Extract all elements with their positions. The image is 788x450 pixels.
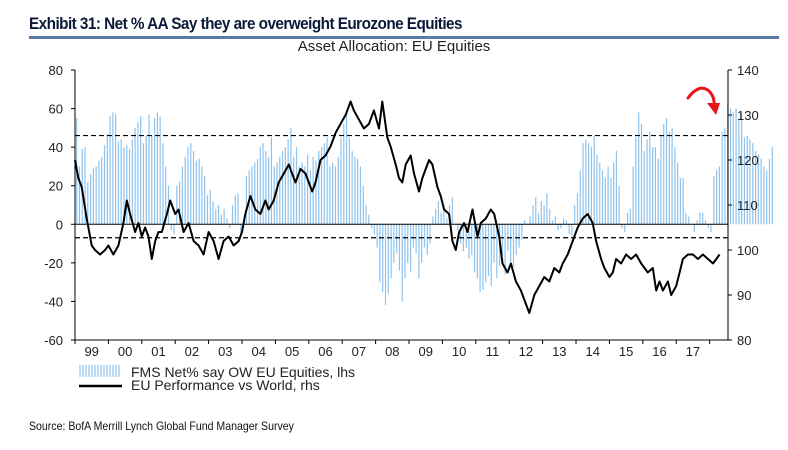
y-tick-label-left: 0	[56, 217, 63, 232]
y-tick-label-left: -40	[44, 294, 63, 309]
bar-series	[76, 104, 773, 306]
x-tick-label: 02	[185, 344, 199, 359]
legend-bar-swatch	[79, 365, 120, 377]
x-tick-label: 01	[151, 344, 165, 359]
line-series	[74, 100, 721, 314]
y-tick-label-left: -20	[44, 256, 63, 271]
x-tick-label: 03	[218, 344, 232, 359]
x-tick-label: 09	[418, 344, 432, 359]
x-tick-label: 14	[585, 344, 599, 359]
y-tick-label-left: 40	[49, 140, 63, 155]
title-rule	[29, 36, 779, 39]
y-tick-label-right: 80	[737, 333, 751, 348]
x-tick-label: 07	[352, 344, 366, 359]
x-tick-label: 08	[385, 344, 399, 359]
x-tick-label: 99	[84, 344, 98, 359]
y-tick-label-right: 100	[737, 243, 759, 258]
y-tick-label-left: 60	[49, 102, 63, 117]
x-tick-label: 13	[552, 344, 566, 359]
y-tick-label-right: 90	[737, 288, 751, 303]
y-tick-label-right: 140	[737, 63, 759, 78]
x-tick-label: 15	[619, 344, 633, 359]
x-tick-label: 06	[318, 344, 332, 359]
y-tick-label-right: 130	[737, 108, 759, 123]
x-tick-label: 10	[452, 344, 466, 359]
y-tick-label-right: 110	[737, 198, 758, 213]
x-tick-label: 11	[486, 344, 500, 359]
exhibit-title: Exhibit 31: Net % AA Say they are overwe…	[29, 14, 463, 33]
source-note: Source: BofA Merrill Lynch Global Fund M…	[29, 419, 294, 433]
x-tick-label: 05	[285, 344, 299, 359]
x-tick-label: 16	[652, 344, 666, 359]
legend-label-line: EU Performance vs World, rhs	[131, 377, 320, 393]
x-tick-label: 17	[686, 344, 700, 359]
y-tick-label-right: 120	[737, 153, 759, 168]
annotation	[686, 86, 720, 115]
legend-label-bars: FMS Net% say OW EU Equities, lhs	[131, 364, 355, 380]
y-tick-label-left: 20	[49, 179, 63, 194]
chart-title: Asset Allocation: EU Equities	[297, 38, 491, 55]
y-tick-label-left: -60	[44, 333, 63, 348]
red-arrow-head-icon	[707, 103, 720, 115]
x-tick-label: 04	[251, 344, 265, 359]
x-tick-label: 12	[519, 344, 533, 359]
x-tick-label: 00	[118, 344, 132, 359]
red-arrow-curve	[686, 86, 716, 108]
performance-line	[74, 100, 721, 314]
reference-lines	[75, 134, 728, 239]
y-tick-label-left: 80	[49, 63, 63, 78]
